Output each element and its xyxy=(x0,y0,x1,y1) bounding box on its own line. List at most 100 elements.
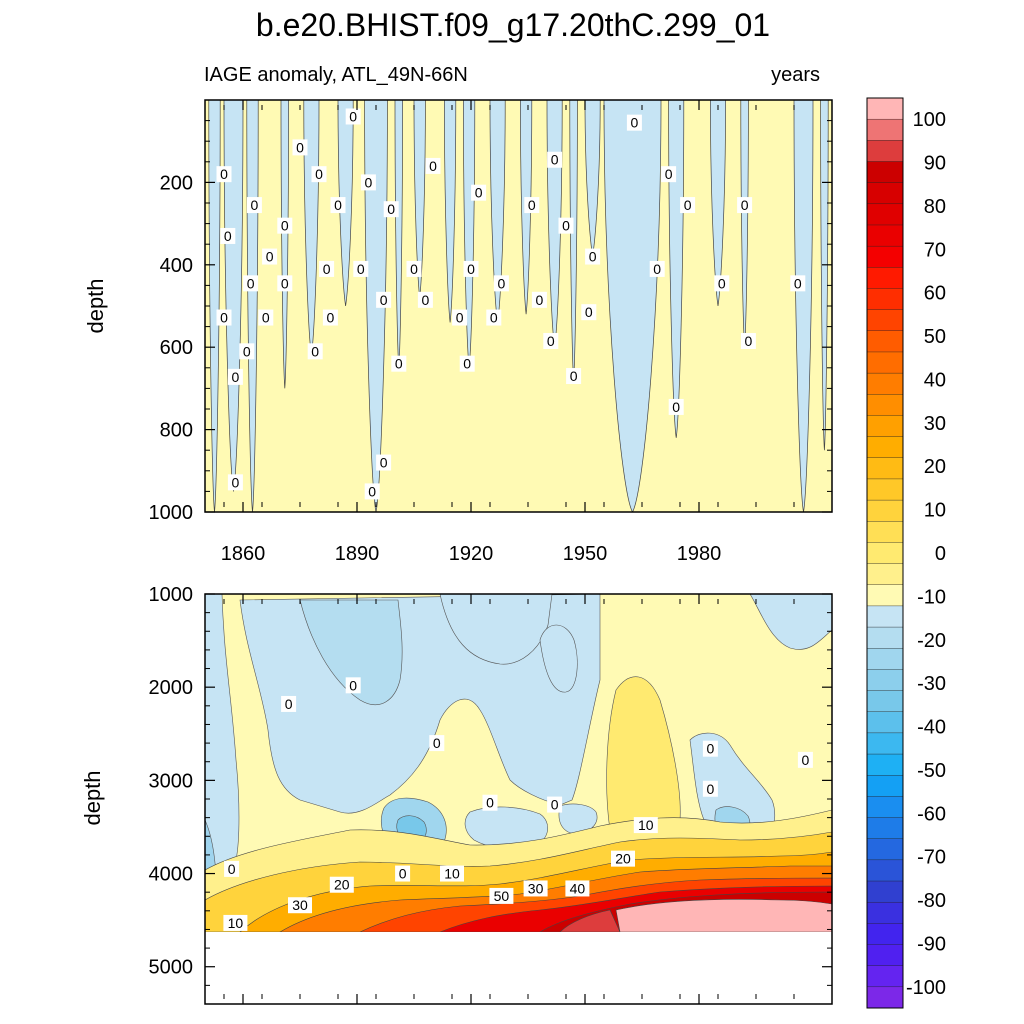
lower-contour-label-box xyxy=(797,751,813,768)
colorbar-cell xyxy=(866,923,904,946)
upper-contour-label: 0 xyxy=(387,201,395,217)
upper-contour-label-box xyxy=(239,343,255,360)
lower-contour-label-box xyxy=(288,897,312,914)
colorbar-label: -30 xyxy=(917,673,946,695)
upper-contour-label: 0 xyxy=(585,304,593,320)
upper-negative-band xyxy=(444,100,457,323)
colorbar-cell xyxy=(866,478,904,501)
upper-contour-label: 0 xyxy=(327,310,335,326)
colorbar-label: 0 xyxy=(935,543,946,565)
colorbar-label: 40 xyxy=(924,369,946,391)
lower-contour-label: 0 xyxy=(433,735,441,751)
upper-contour-label: 0 xyxy=(631,115,639,131)
upper-contour-label: 0 xyxy=(528,197,536,213)
lower-contour-label: 0 xyxy=(707,781,715,797)
upper-contour-label: 0 xyxy=(429,158,437,174)
colorbar-cell xyxy=(866,203,904,226)
upper-contour-label-box xyxy=(463,260,479,277)
upper-contour-label: 0 xyxy=(281,275,289,291)
lower-y-tick-label: 1000 xyxy=(149,584,194,606)
upper-contour-label-box xyxy=(531,291,547,308)
lower-contour-label: 40 xyxy=(570,880,586,896)
upper-contour-label: 0 xyxy=(247,275,255,291)
colorbar-cell xyxy=(866,182,904,205)
upper-contour-label: 0 xyxy=(475,185,483,201)
upper-contour-label: 0 xyxy=(456,310,464,326)
upper-contour-label: 0 xyxy=(794,275,802,291)
colorbar-frame xyxy=(866,97,904,1009)
upper-contour-label: 0 xyxy=(672,399,680,415)
lower-contour-label-box xyxy=(565,880,590,897)
upper-contour-label: 0 xyxy=(498,275,506,291)
upper-contour-label: 0 xyxy=(551,152,559,168)
lower-contour-label-box xyxy=(281,695,297,712)
colorbar-cell xyxy=(866,394,904,416)
upper-contour-label: 0 xyxy=(281,218,289,234)
upper-contour-label-box xyxy=(220,227,236,244)
upper-contour-label-box xyxy=(376,454,392,471)
upper-contour-label: 0 xyxy=(323,261,331,277)
colorbar-cell xyxy=(866,499,904,522)
upper-contour-label-box xyxy=(493,275,509,292)
chart-title: b.e20.BHIST.f09_g17.20thC.299_01 xyxy=(256,7,770,43)
x-tick-label: 1980 xyxy=(677,543,722,565)
colorbar-label: -50 xyxy=(917,760,946,782)
lower-contour-label-box xyxy=(702,740,718,757)
upper-contour-label: 0 xyxy=(380,455,388,471)
colorbar-cell xyxy=(866,626,904,649)
upper-contour-label-box xyxy=(364,483,380,500)
upper-contour-label-box xyxy=(543,333,559,350)
colorbar-label: -20 xyxy=(917,630,946,652)
upper-contour-label-box xyxy=(459,355,475,372)
lower-contour-label: 0 xyxy=(551,797,559,813)
colorbar-cell xyxy=(866,711,904,734)
lower-y-tick-label: 5000 xyxy=(149,957,194,979)
colorbar-cell xyxy=(866,944,904,967)
lower-contour-label: 0 xyxy=(285,696,293,712)
colorbar-cell xyxy=(866,648,904,670)
lower-contour-label: 0 xyxy=(349,677,357,693)
upper-contour-label-box xyxy=(277,217,293,234)
lower-y-tick-label: 4000 xyxy=(149,864,194,886)
lower-contour-label: 30 xyxy=(292,897,308,913)
colorbar-label: 10 xyxy=(924,500,946,522)
upper-contour-label-box xyxy=(425,157,441,174)
pos-region-1960s xyxy=(606,676,681,831)
colorbar-label: -10 xyxy=(917,586,946,608)
warm-layer-100 xyxy=(615,899,832,933)
upper-contour-label: 0 xyxy=(315,166,323,182)
chart-subtitle-left: IAGE anomaly, ATL_49N-66N xyxy=(204,64,468,86)
upper-contour-label-box xyxy=(391,355,407,372)
colorbar-cell xyxy=(866,140,904,162)
colorbar-cell xyxy=(866,880,904,903)
upper-contour-label: 0 xyxy=(395,356,403,372)
neg-region-northeast xyxy=(749,594,832,650)
lower-contour-label: 30 xyxy=(528,880,544,896)
colorbar-cell xyxy=(866,584,904,607)
upper-contour-label: 0 xyxy=(536,292,544,308)
warm-layer-95 xyxy=(559,909,621,933)
upper-contour-label-box xyxy=(292,139,308,156)
upper-contour-label: 0 xyxy=(467,261,475,277)
colorbar-cell xyxy=(866,288,904,311)
lower-contour-label: 20 xyxy=(334,877,350,893)
lower-contour-label: 0 xyxy=(486,795,494,811)
colorbar-label: 90 xyxy=(924,153,946,175)
colorbar-cell xyxy=(866,965,904,988)
colorbar-cell xyxy=(866,457,904,480)
upper-negative-band xyxy=(820,100,829,451)
upper-contour-label: 0 xyxy=(718,275,726,291)
upper-background-positive xyxy=(205,100,832,512)
lower-contour-label-box xyxy=(482,794,498,811)
colorbar-cell xyxy=(866,859,904,882)
colorbar-cell xyxy=(866,267,904,289)
x-tick-label: 1860 xyxy=(221,543,266,565)
colorbar-cell xyxy=(866,605,904,628)
lower-y-axis-label: depth xyxy=(80,770,105,825)
upper-contour-label-box xyxy=(486,309,502,326)
lower-contour-label-box xyxy=(329,876,354,893)
upper-contour-label: 0 xyxy=(589,249,597,265)
upper-contour-label: 0 xyxy=(368,483,376,499)
upper-contour-label: 0 xyxy=(745,333,753,349)
upper-contour-label: 0 xyxy=(311,343,319,359)
